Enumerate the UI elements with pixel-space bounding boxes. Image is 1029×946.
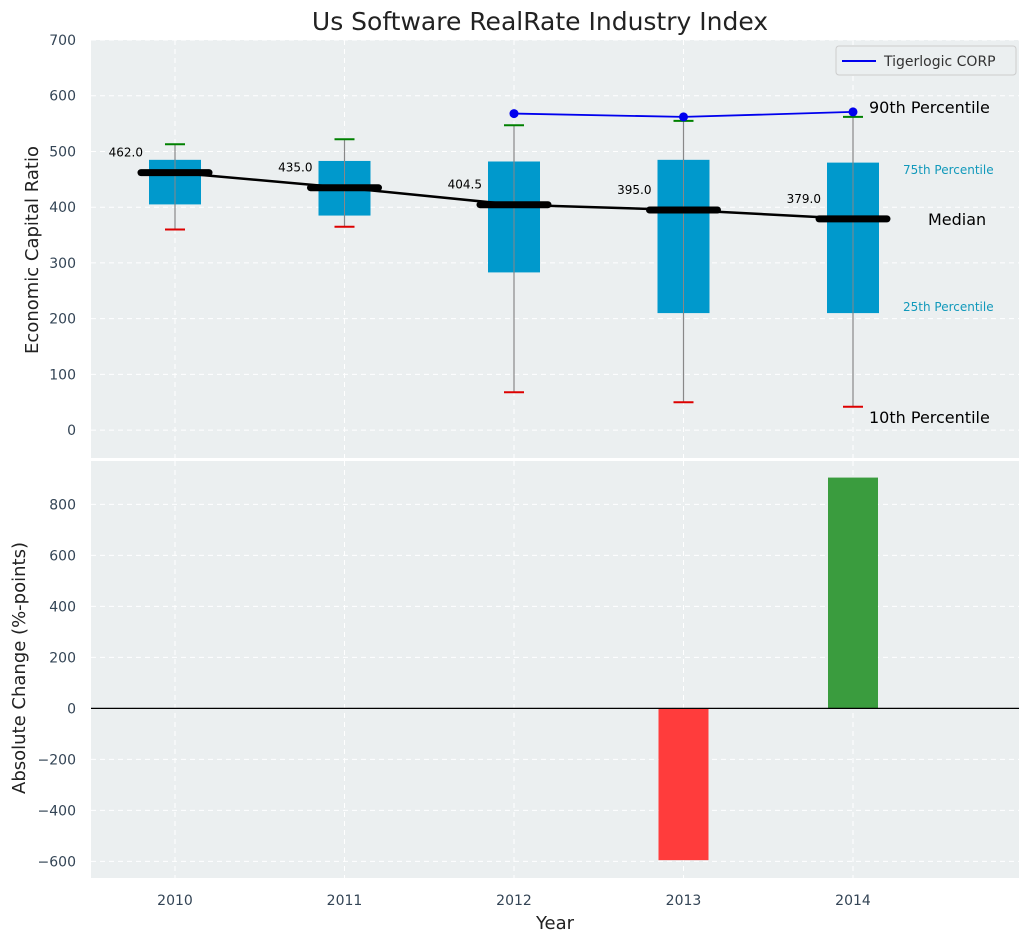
chart-title: Us Software RealRate Industry Index (312, 7, 768, 36)
x-tick-label: 2014 (835, 893, 871, 909)
median-trend-line (174, 171, 854, 221)
company-series-point (679, 112, 688, 122)
change-bar (658, 708, 709, 861)
top-y-tick-label: 300 (49, 256, 76, 272)
box-plots (149, 115, 879, 408)
x-tick-label: 2012 (496, 893, 532, 909)
top-y-tick-label: 700 (49, 33, 76, 49)
bottom-panel-background (91, 461, 1019, 878)
median-value-label: 435.0 (278, 161, 312, 175)
top-y-tick-label: 500 (49, 144, 76, 160)
annotation-p10: 10th Percentile (869, 408, 990, 427)
company-series (509, 107, 858, 122)
company-series-point (509, 109, 519, 119)
x-axis-label: Year (535, 913, 575, 934)
annotation-p75: 75th Percentile (903, 163, 994, 177)
bottom-y-tick-label: 200 (49, 650, 76, 666)
top-y-axis-label: Economic Capital Ratio (22, 146, 43, 354)
bottom-y-tick-label: −600 (38, 854, 76, 870)
legend-entry-label: Tigerlogic CORP (883, 54, 996, 70)
legend-box (835, 45, 1017, 76)
top-y-tick-label: 200 (49, 312, 76, 328)
annotation-p25: 25th Percentile (903, 300, 994, 314)
change-bar (828, 477, 878, 709)
top-y-tick-label: 600 (49, 89, 76, 105)
annotation-p90: 90th Percentile (869, 98, 990, 117)
annotation-median: Median (928, 210, 986, 229)
median-trend (137, 169, 891, 223)
change-bars (91, 477, 1019, 861)
bottom-y-tick-label: −400 (38, 803, 76, 819)
bottom-y-axis-label: Absolute Change (%-points) (9, 542, 30, 794)
median-value-label: 462.0 (109, 146, 143, 160)
top-y-tick-label: 0 (67, 423, 76, 439)
legend: Tigerlogic CORP (835, 45, 1017, 76)
median-value-label: 404.5 (448, 178, 482, 192)
bottom-y-tick-label: 400 (49, 599, 76, 615)
x-tick-label: 2010 (157, 893, 193, 909)
x-tick-label: 2013 (666, 893, 702, 909)
median-value-label: 379.0 (787, 192, 821, 206)
bottom-y-tick-label: −200 (38, 752, 76, 768)
bottom-panel (91, 461, 1019, 878)
top-y-tick-label: 100 (49, 367, 76, 383)
bottom-y-tick-label: 600 (49, 548, 76, 564)
top-y-tick-label: 400 (49, 200, 76, 216)
bottom-y-tick-label: 800 (49, 497, 76, 513)
bottom-y-tick-label: 0 (67, 701, 76, 717)
company-series-point (848, 107, 858, 117)
chart-labels: 0 100 200 300 400 500 600 700 −600 −400 −200 0 200 40… (38, 33, 871, 909)
x-tick-label: 2011 (327, 893, 363, 909)
median-value-label: 395.0 (617, 183, 651, 197)
